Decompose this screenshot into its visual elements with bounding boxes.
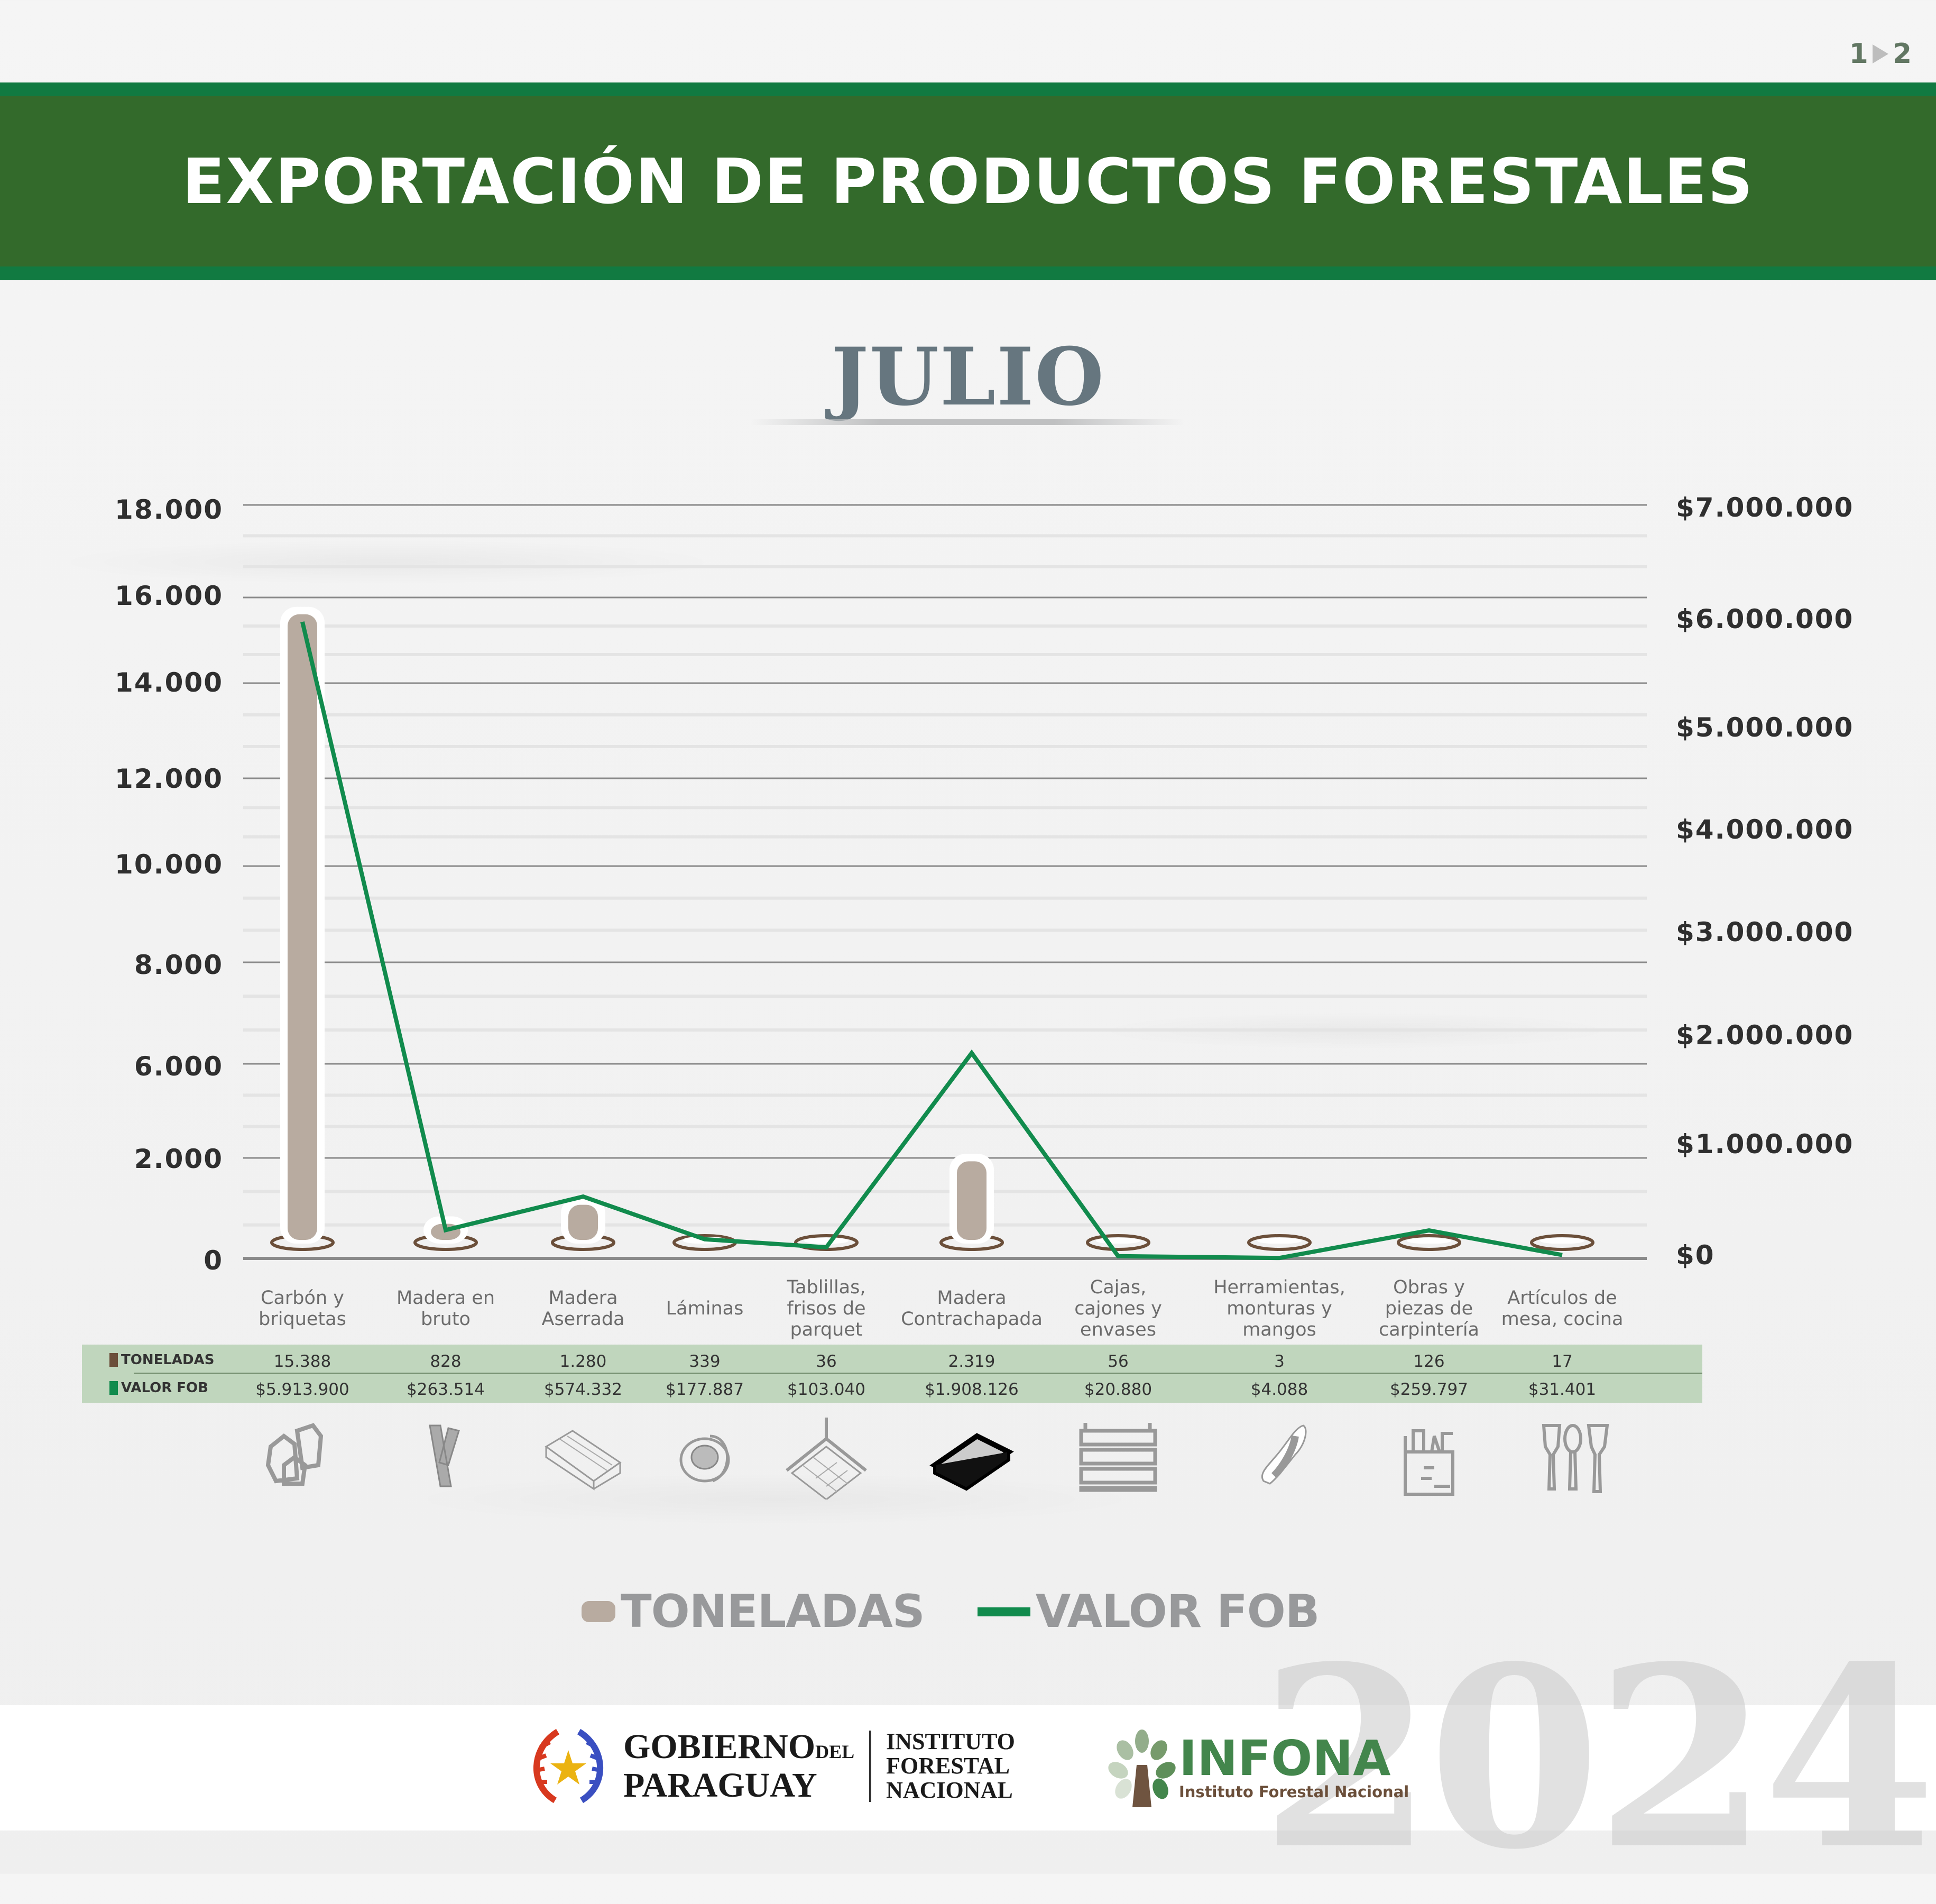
valor-fob-swatch <box>109 1381 118 1395</box>
valor-fob-cell: $574.332 <box>544 1380 622 1399</box>
raw-wood-icon <box>398 1415 493 1494</box>
infona-subtitle: Instituto Forestal Nacional <box>1179 1783 1409 1801</box>
valor-fob-cell: $259.797 <box>1390 1380 1468 1399</box>
bar-swatch-icon <box>582 1601 615 1622</box>
category-label: Madera Contrachapada <box>901 1287 1043 1330</box>
toneladas-swatch <box>109 1353 118 1367</box>
category-label: Láminas <box>666 1298 744 1319</box>
right-axis-tick-6: $1.000.000 <box>1676 1129 1854 1160</box>
category-label: Cajas, cajones y envases <box>1074 1277 1162 1340</box>
sawn-wood-icon <box>536 1415 631 1494</box>
inst-line-3: NACIONAL <box>886 1777 1013 1803</box>
right-axis-tick-4: $3.000.000 <box>1676 917 1854 948</box>
category-label: Artículos de mesa, cocina <box>1501 1287 1624 1330</box>
left-axis-tick-0: 18.000 <box>115 494 223 525</box>
toneladas-cell: 828 <box>430 1352 462 1371</box>
row-label-toneladas: TONELADAS <box>121 1352 215 1368</box>
valor-fob-cell: $4.088 <box>1250 1380 1308 1399</box>
table-row-toneladas: TONELADAS <box>82 1346 1702 1374</box>
crate-icon <box>1071 1415 1166 1494</box>
data-table: TONELADAS VALOR FOB 15.388 $5.913.900 828 $… <box>82 1345 1702 1403</box>
valor-fob-cell: $177.887 <box>666 1380 744 1399</box>
gov-line1: GOBIERNO <box>623 1727 816 1766</box>
page-current: 1 <box>1849 38 1868 70</box>
kitchen-utensils-icon <box>1515 1415 1610 1494</box>
gov-line2: PARAGUAY <box>623 1765 817 1805</box>
plywood-icon <box>924 1415 1019 1494</box>
category-label: Madera Aserrada <box>541 1287 625 1330</box>
left-axis-tick-6: 6.000 <box>134 1051 223 1082</box>
toneladas-cell: 339 <box>689 1352 721 1371</box>
year-watermark: 2024 <box>1260 1612 1936 1904</box>
veneer-roll-icon <box>657 1415 752 1494</box>
toneladas-cell: 3 <box>1274 1352 1285 1371</box>
left-axis-tick-3: 12.000 <box>115 764 223 794</box>
toneladas-cell: 17 <box>1552 1352 1573 1371</box>
left-axis-tick-4: 10.000 <box>115 849 223 880</box>
toneladas-cell: 36 <box>816 1352 837 1371</box>
valor-fob-cell: $263.514 <box>407 1380 485 1399</box>
right-axis-tick-1: $6.000.000 <box>1676 604 1854 634</box>
infona-logo: INFONA Instituto Forestal Nacional <box>1105 1728 1409 1807</box>
charcoal-icon <box>255 1415 350 1494</box>
left-axis-tick-8: 0 <box>204 1245 223 1276</box>
infona-name: INFONA <box>1179 1730 1391 1787</box>
valor-fob-cell: $20.880 <box>1084 1380 1153 1399</box>
gov-del: DEL <box>815 1741 855 1762</box>
category-label: Herramientas, monturas y mangos <box>1213 1277 1345 1340</box>
category-label: Carbón y briquetas <box>259 1287 346 1330</box>
row-label-valor-fob: VALOR FOB <box>121 1380 208 1396</box>
right-axis-tick-7: $0 <box>1676 1240 1715 1271</box>
right-axis-tick-0: $7.000.000 <box>1676 492 1854 523</box>
left-axis-tick-7: 2.000 <box>134 1144 223 1174</box>
inst-line-1: INSTITUTO <box>886 1728 1015 1754</box>
page-next: 2 <box>1892 38 1912 70</box>
toneladas-cell: 2.319 <box>948 1352 995 1371</box>
table-row-valor-fob: VALOR FOB <box>82 1374 1702 1402</box>
right-axis-tick-3: $4.000.000 <box>1676 814 1854 845</box>
logo-separator <box>869 1730 872 1802</box>
valor-fob-cell: $5.913.900 <box>255 1380 349 1399</box>
line-swatch-icon <box>977 1607 1030 1616</box>
right-axis-tick-5: $2.000.000 <box>1676 1020 1854 1051</box>
chart-legend: TONELADAS VALOR FOB <box>582 1585 1320 1638</box>
toneladas-cell: 15.388 <box>273 1352 331 1371</box>
toolbox-icon <box>1381 1415 1477 1496</box>
right-axis-tick-2: $5.000.000 <box>1676 712 1854 743</box>
toneladas-cell: 126 <box>1413 1352 1445 1371</box>
left-axis-tick-5: 8.000 <box>134 950 223 980</box>
parquet-icon <box>779 1415 874 1501</box>
table-divider <box>134 1373 1702 1374</box>
coat-of-arms-icon <box>533 1728 603 1804</box>
toneladas-cell: 1.280 <box>559 1352 607 1371</box>
category-label: Madera en bruto <box>396 1287 495 1330</box>
page-indicator: 1 2 <box>1849 38 1912 70</box>
left-axis-tick-1: 16.000 <box>115 581 223 611</box>
valor-fob-cell: $31.401 <box>1528 1380 1597 1399</box>
left-axis-tick-2: 14.000 <box>115 667 223 698</box>
page-title: EXPORTACIÓN DE PRODUCTOS FORESTALES <box>182 145 1754 218</box>
category-label: Tablillas, frisos de parquet <box>787 1277 866 1340</box>
gobierno-paraguay-logo: GOBIERNODEL PARAGUAY INSTITUTO FORESTAL … <box>526 1726 1015 1806</box>
valor-fob-cell: $1.908.126 <box>925 1380 1019 1399</box>
title-banner: EXPORTACIÓN DE PRODUCTOS FORESTALES <box>0 82 1936 280</box>
month-underline <box>751 419 1184 425</box>
valor-fob-cell: $103.040 <box>787 1380 865 1399</box>
legend-item-toneladas: TONELADAS <box>582 1585 925 1638</box>
play-arrow-icon <box>1872 44 1888 63</box>
month-title: JULIO <box>831 330 1105 424</box>
chart-plot-area <box>243 504 1647 1261</box>
tool-handle-icon <box>1232 1415 1327 1494</box>
legend-item-valor-fob: VALOR FOB <box>935 1585 1320 1638</box>
category-label: Obras y piezas de carpintería <box>1378 1277 1480 1340</box>
toneladas-cell: 56 <box>1108 1352 1129 1371</box>
tree-icon <box>1108 1730 1176 1807</box>
footer <box>0 1705 1936 1831</box>
inst-line-2: FORESTAL <box>886 1753 1010 1779</box>
